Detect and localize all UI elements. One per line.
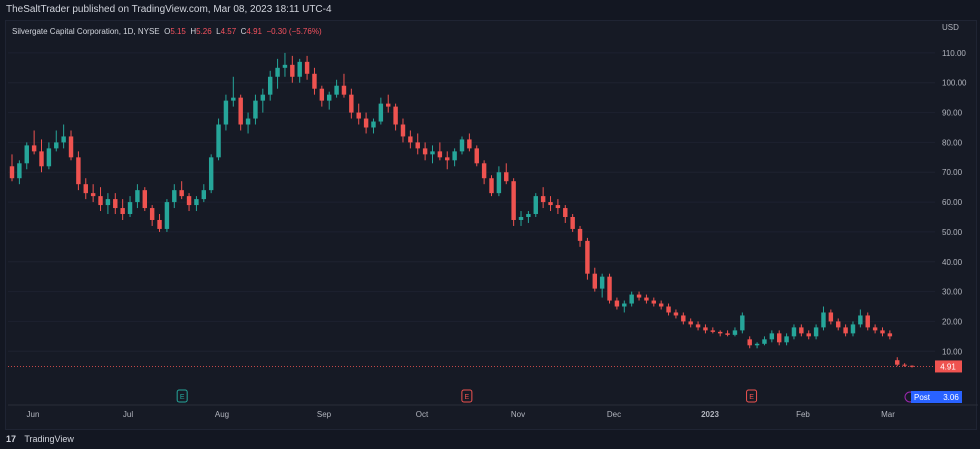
footer-brand: TradingView bbox=[24, 434, 74, 444]
symbol-legend: Silvergate Capital Corporation, 1D, NYSE… bbox=[12, 27, 322, 36]
low-label: L bbox=[216, 27, 221, 36]
publish-header: TheSaltTrader published on TradingView.c… bbox=[0, 0, 980, 20]
symbol-name: Silvergate Capital Corporation, 1D, NYSE bbox=[12, 27, 160, 36]
low-value: 4.57 bbox=[220, 27, 237, 36]
close-label: C bbox=[240, 27, 247, 36]
open-label: O bbox=[164, 27, 171, 36]
open-value: 5.15 bbox=[170, 27, 186, 36]
chart-panel[interactable] bbox=[5, 20, 977, 430]
high-value: 5.26 bbox=[196, 27, 212, 36]
tradingview-logo-icon: 17 bbox=[6, 434, 17, 444]
close-value: 4.91 bbox=[246, 27, 262, 36]
high-label: H bbox=[190, 27, 197, 36]
footer: 17 TradingView bbox=[0, 430, 980, 449]
change-value: −0.30 (−5.76%) bbox=[266, 27, 322, 36]
